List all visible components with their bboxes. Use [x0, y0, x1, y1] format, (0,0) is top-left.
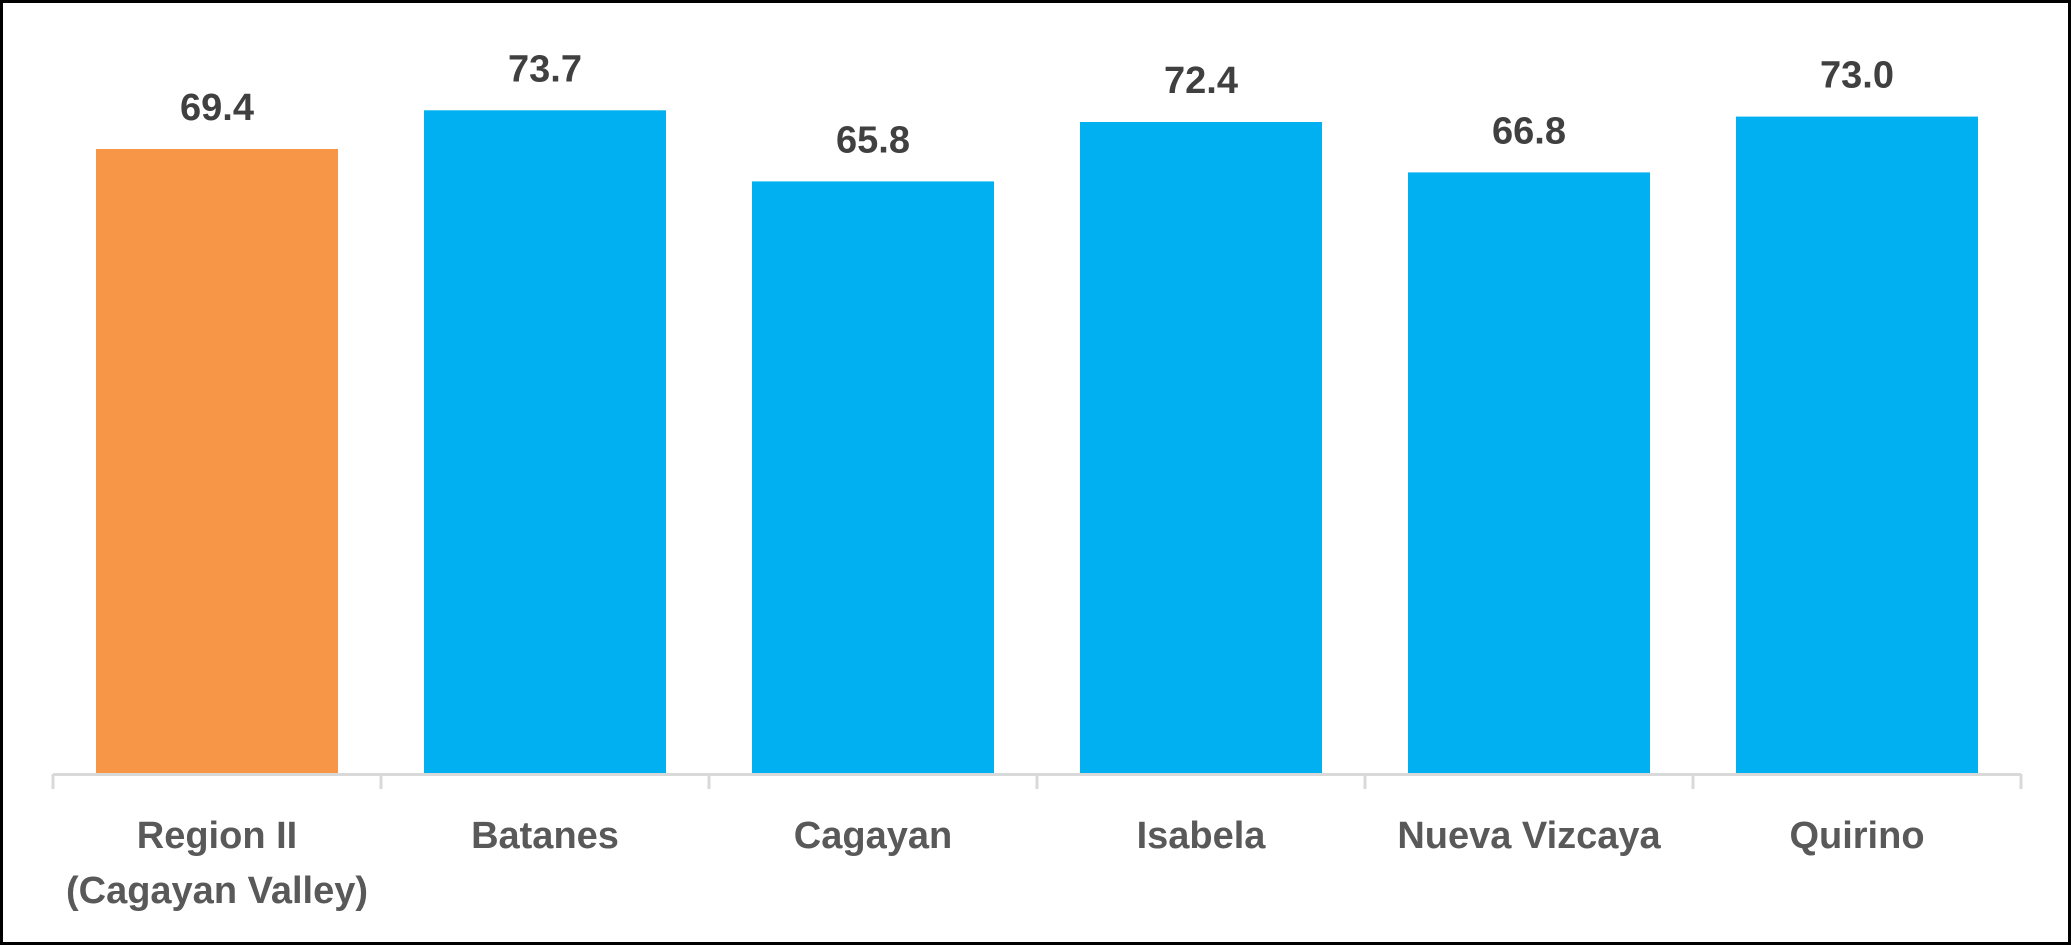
bar-3 [1080, 122, 1322, 774]
x-tick-label-3: Isabela [1137, 815, 1267, 857]
bar-0 [96, 149, 338, 774]
x-tick-label-0: Region II (Cagayan Valley) [66, 815, 368, 912]
data-label-3: 72.4 [1164, 60, 1238, 102]
x-tick-label-4: Nueva Vizcaya [1397, 815, 1661, 857]
bar-chart: 69.4 73.7 65.8 72.4 66.8 73.0 Region II (Cagaya… [51, 48, 2023, 912]
bar-1 [424, 110, 666, 775]
data-label-4: 66.8 [1492, 110, 1566, 152]
data-label-1: 73.7 [508, 48, 582, 90]
bar-4 [1408, 172, 1650, 774]
bar-2 [752, 181, 994, 774]
data-label-5: 73.0 [1820, 55, 1894, 97]
bar-5 [1736, 116, 1978, 775]
x-tick-label-5: Quirino [1789, 815, 1924, 857]
x-tick-label-2: Cagayan [794, 815, 952, 857]
data-label-0: 69.4 [180, 87, 254, 129]
data-label-2: 65.8 [836, 119, 910, 161]
x-tick-label-1: Batanes [471, 815, 619, 857]
